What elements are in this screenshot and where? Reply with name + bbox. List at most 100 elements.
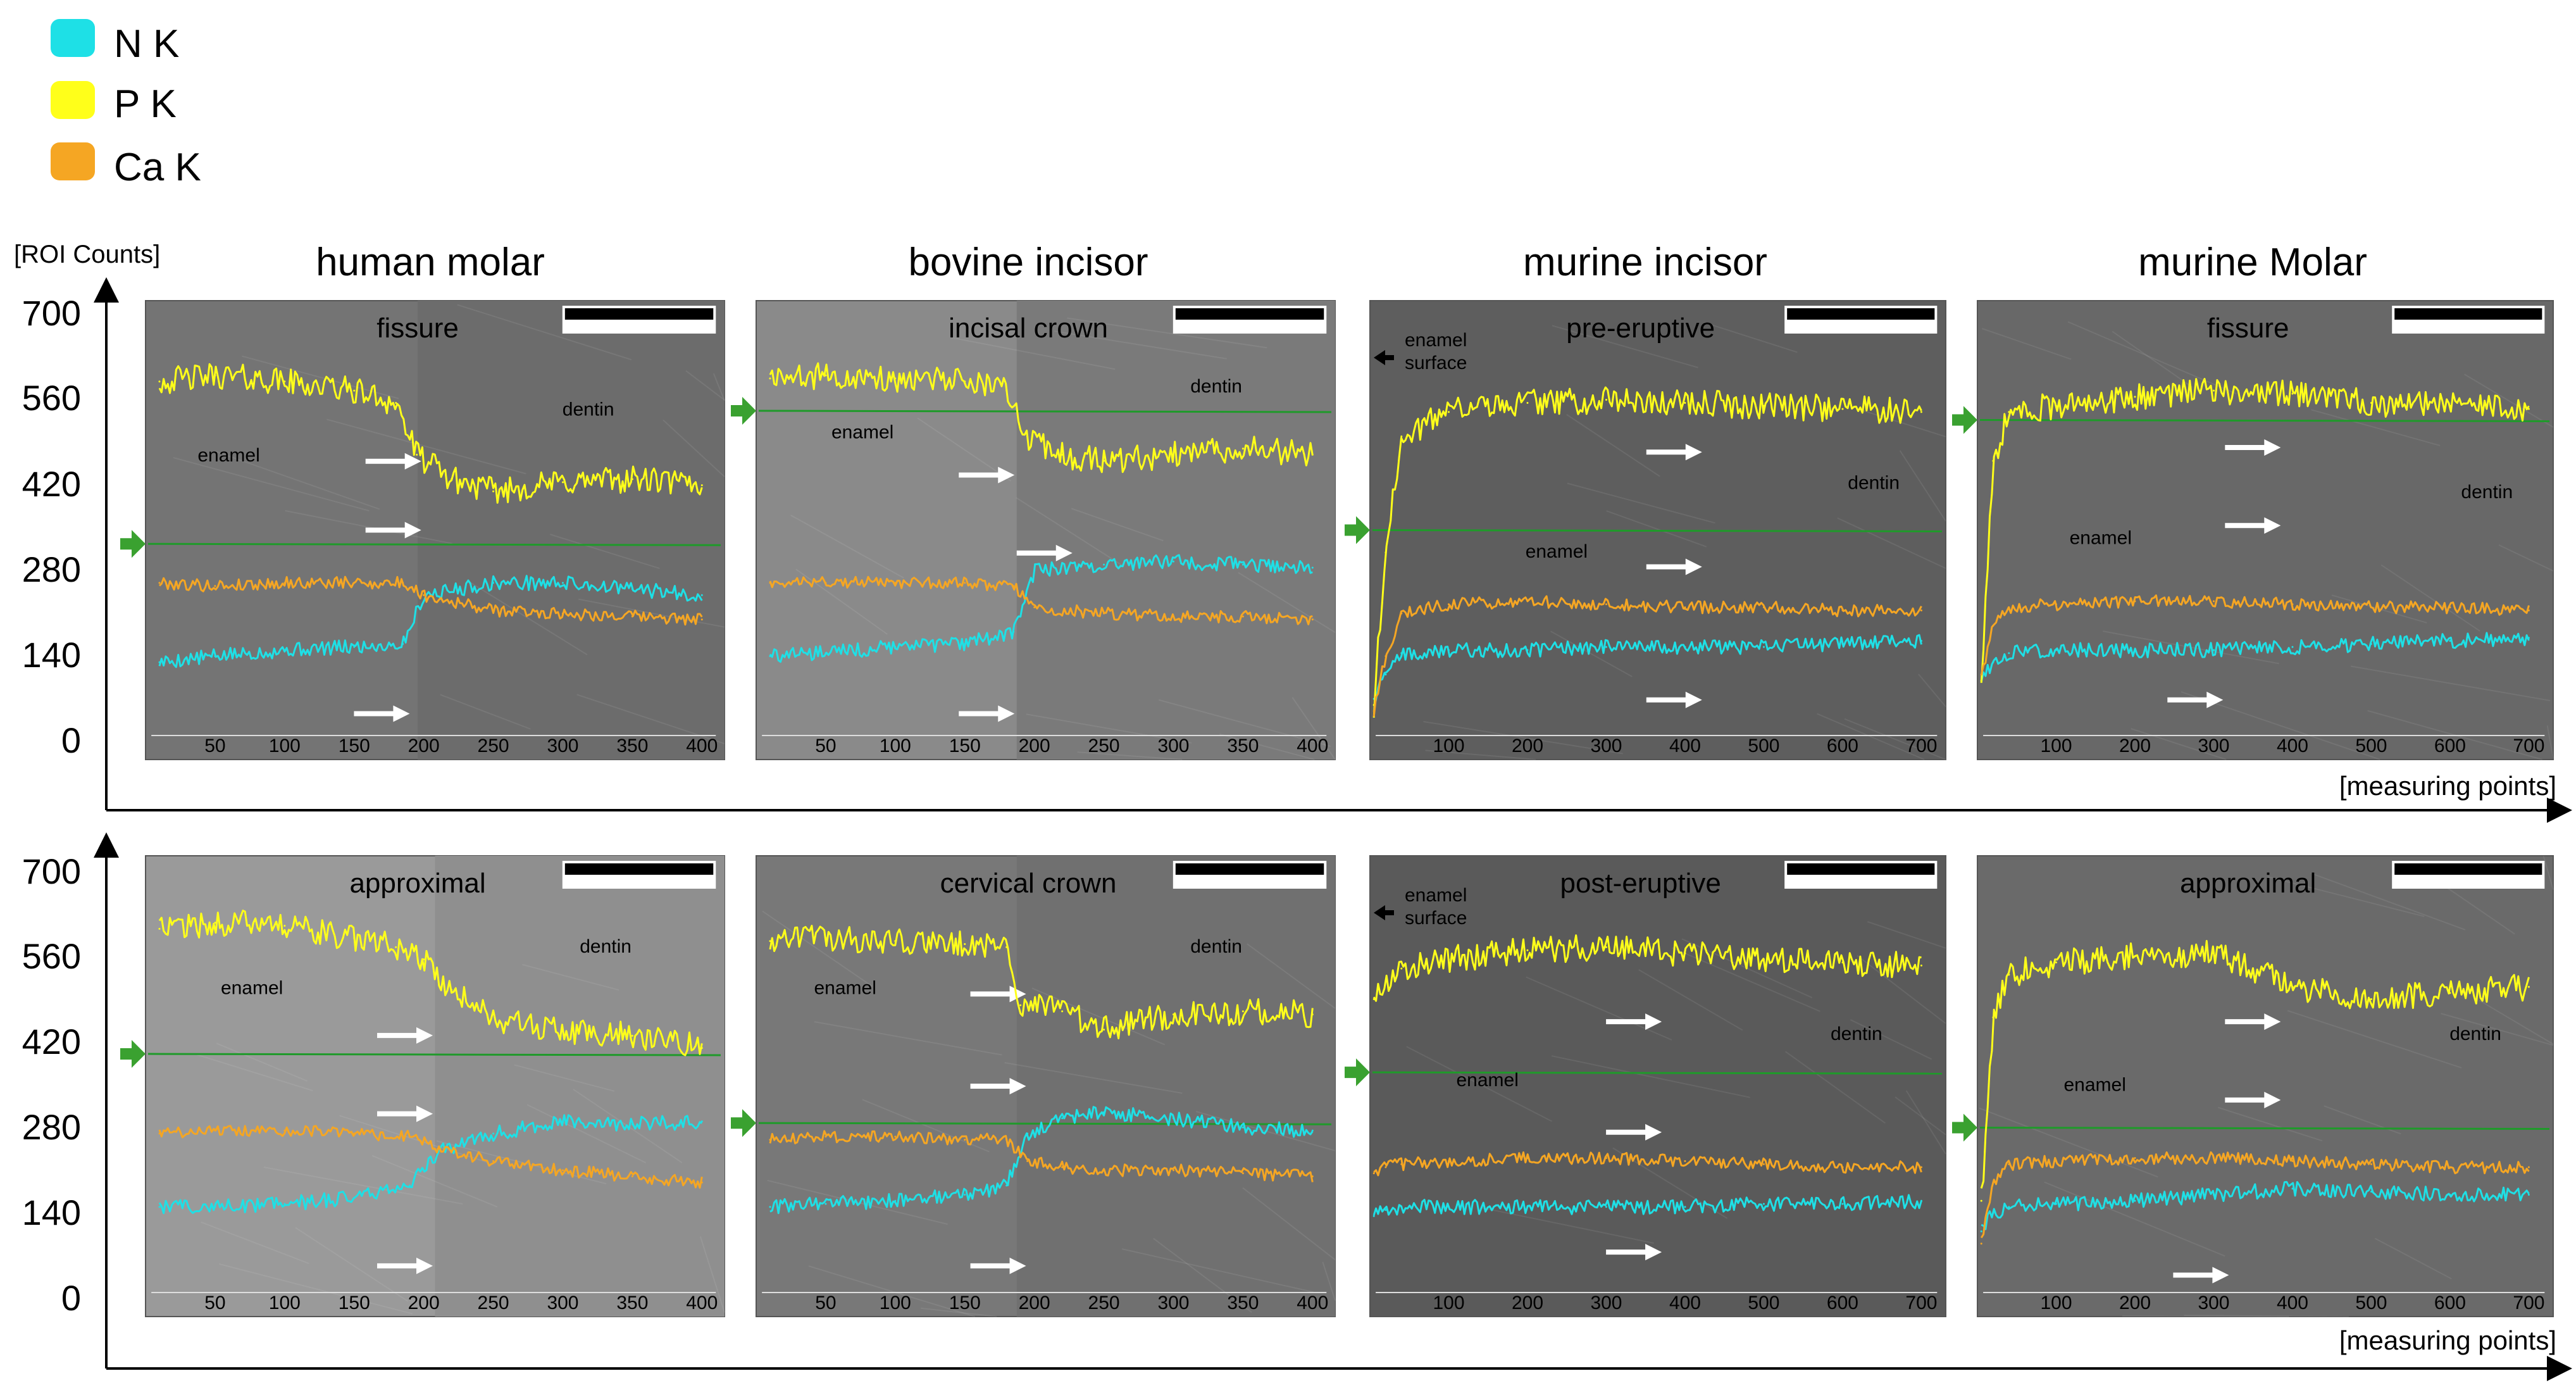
marker-arrow <box>1345 1058 1370 1087</box>
sem-texture-line <box>1606 510 1707 548</box>
data-point <box>1980 1199 1982 1202</box>
data-point <box>1311 1129 1314 1132</box>
dentin-label: dentin <box>2449 1024 2501 1044</box>
data-point <box>1605 603 1607 606</box>
data-point <box>2527 637 2530 639</box>
x-tick-label: 50 <box>815 1293 836 1313</box>
panel-title: approximal <box>2180 868 2316 899</box>
y-tick-label: 560 <box>22 936 81 976</box>
data-point <box>631 1034 633 1037</box>
data-point <box>894 1199 897 1202</box>
direction-arrow <box>2225 517 2281 534</box>
scale-bar-label: 100 um <box>1239 312 1260 319</box>
data-point <box>2055 1160 2057 1162</box>
data-point <box>1920 609 1922 611</box>
x-tick-label: 300 <box>1157 736 1189 756</box>
data-point <box>1684 401 1686 404</box>
legend-label-p-k: P K <box>114 82 177 126</box>
sem-texture-line <box>1979 1107 2158 1178</box>
dentin-label: dentin <box>563 399 614 420</box>
data-point <box>395 401 397 404</box>
direction-arrow <box>2225 439 2281 456</box>
panel-title: fissure <box>376 313 459 344</box>
sem-texture-line <box>1031 987 1166 1046</box>
enamel-label: enamel <box>2064 1074 2126 1095</box>
data-point <box>1241 1172 1244 1175</box>
direction-arrow <box>365 522 421 539</box>
sem-texture-line <box>1860 409 1946 437</box>
data-point <box>769 1139 771 1141</box>
data-point <box>2370 642 2372 645</box>
data-point <box>1172 1169 1174 1172</box>
x-tick-label: 250 <box>1088 1293 1120 1313</box>
direction-arrow <box>2225 1013 2281 1030</box>
data-point <box>402 582 404 584</box>
data-point <box>1061 1117 1064 1120</box>
data-point <box>214 374 216 377</box>
data-point <box>1841 1203 1844 1205</box>
data-point <box>416 453 418 456</box>
sem-texture-line <box>2546 725 2554 759</box>
data-point <box>2291 603 2294 606</box>
scale-bar-label: 50 um <box>1852 867 1870 874</box>
x-tick-label: 250 <box>478 736 509 756</box>
scale-bar-label: 100 um <box>628 867 649 874</box>
data-point <box>894 1136 897 1138</box>
scale-bar <box>564 863 714 875</box>
data-point <box>1372 710 1375 712</box>
data-point <box>1684 646 1686 648</box>
data-point <box>561 582 564 584</box>
data-point <box>1992 460 1994 462</box>
x-tick-label: 500 <box>2355 1293 2387 1313</box>
x-tick-label: 100 <box>880 736 911 756</box>
x-tick-label: 500 <box>1748 736 1779 756</box>
sem-texture-line <box>522 963 619 991</box>
data-point <box>631 615 633 618</box>
data-point <box>1400 967 1403 970</box>
data-point <box>1311 618 1314 621</box>
data-point <box>1605 646 1607 648</box>
data-point <box>2370 998 2372 1000</box>
enamel-surface-arrow <box>1374 905 1394 920</box>
scale-bar <box>1175 863 1324 875</box>
data-point <box>769 655 771 658</box>
sem-texture-line <box>699 1236 725 1313</box>
sem-dentin-region <box>1016 301 1335 760</box>
x-tick-label: 200 <box>2119 1293 2151 1313</box>
data-point <box>2527 609 2530 611</box>
data-point <box>2291 392 2294 395</box>
sem-texture-line <box>2287 1010 2462 1068</box>
data-point <box>1762 958 1765 961</box>
data-point <box>2449 992 2451 994</box>
data-point <box>492 1132 495 1135</box>
x-tick-label: 200 <box>408 736 440 756</box>
enamel-surface-label-line-1: enamel <box>1405 885 1467 906</box>
series-line-ca-k <box>158 575 703 626</box>
data-point <box>964 1139 966 1141</box>
data-point <box>631 1123 633 1125</box>
data-point <box>894 377 897 380</box>
data-point <box>1684 1206 1686 1208</box>
direction-arrow <box>2167 691 2224 708</box>
direction-arrow <box>2173 1267 2229 1284</box>
data-point <box>423 594 425 596</box>
data-point <box>492 490 495 492</box>
data-point <box>1762 1163 1765 1165</box>
y-tick-label: 420 <box>22 1022 81 1061</box>
sem-texture-line <box>1837 517 1946 569</box>
direction-arrow <box>959 466 1015 484</box>
x-tick-label: 400 <box>2277 1293 2308 1313</box>
data-point <box>2134 1199 2136 1202</box>
data-point <box>1372 1172 1375 1175</box>
x-tick-label: 250 <box>478 1293 509 1313</box>
sem-texture-line <box>457 304 632 361</box>
direction-arrow <box>959 705 1015 722</box>
data-point <box>353 389 356 392</box>
series-line-p-k <box>158 910 703 1056</box>
direction-arrow <box>970 1078 1026 1094</box>
data-point <box>561 1120 564 1123</box>
data-point <box>824 1136 827 1138</box>
sem-texture-line <box>2217 1106 2323 1142</box>
sem-texture-line <box>440 694 531 730</box>
sem-texture-line <box>1322 1262 1336 1301</box>
